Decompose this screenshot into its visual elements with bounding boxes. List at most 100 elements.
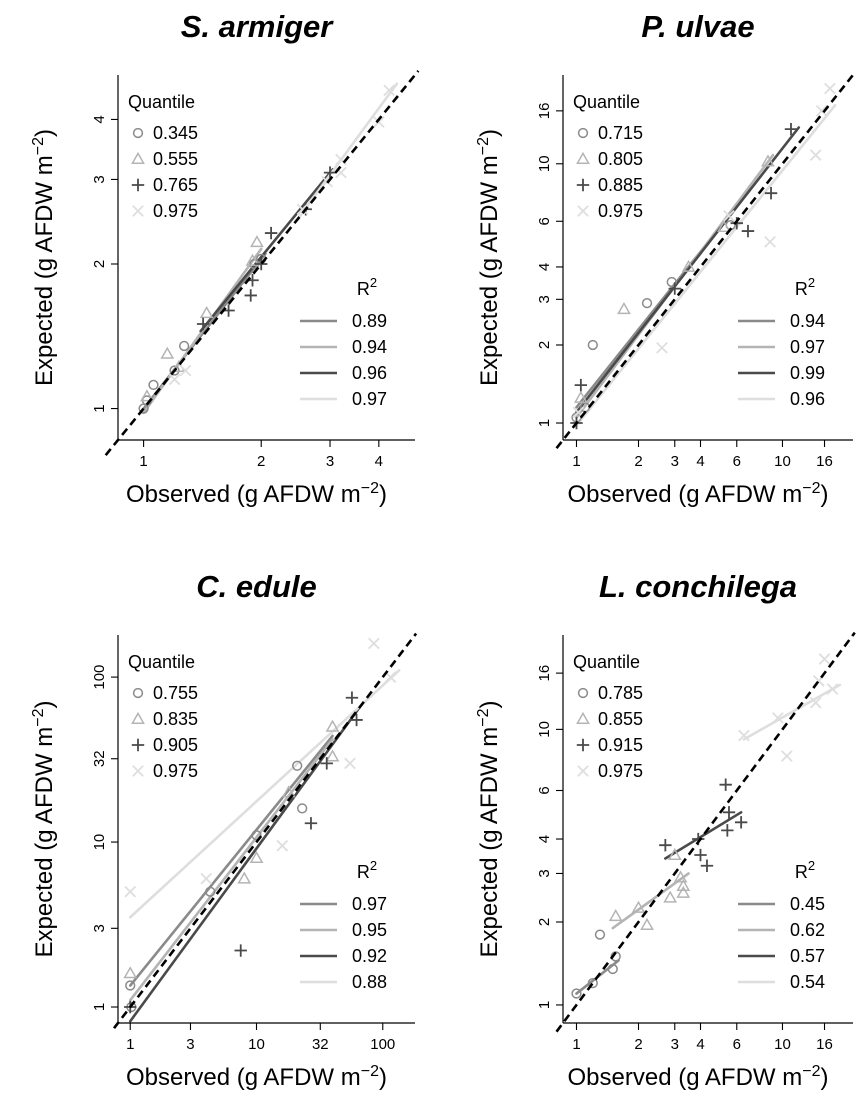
panel-p-ulvae-title: P. ulvae (641, 9, 754, 44)
panel-p-ulvae-point-q3 (764, 186, 778, 200)
panel-p-ulvae-r2-legend-title: R2 (795, 275, 815, 299)
panel-s-armiger-quantile-4: 0.975 (153, 201, 198, 221)
panel-p-ulvae-x-tick-label: 16 (816, 453, 833, 470)
panel-l-conchilega-quantile-legend: Quantile 0.785 0.855 0.915 0.975 (573, 652, 643, 781)
panel-c-edule-r2-value-2: 0.95 (352, 920, 387, 940)
panel-c-edule-point-q3 (234, 944, 247, 957)
panel-s-armiger-point-q3 (244, 289, 257, 302)
panel-c-edule-identity-line (112, 632, 418, 1029)
panel-p-ulvae-quantile-4: 0.975 (598, 201, 643, 221)
panel-l-conchilega-point-q4 (818, 653, 831, 665)
panel-c-edule-title: C. edule (196, 569, 317, 604)
panel-p-ulvae-point-q1 (587, 339, 598, 351)
panel-c-edule-quantile-4: 0.975 (153, 761, 198, 781)
panel-s-armiger-y-tick-label: 2 (91, 260, 108, 268)
panel-p-ulvae-x-tick-label: 4 (696, 453, 704, 470)
panel-l-conchilega-quantile-legend-title: Quantile (573, 652, 640, 672)
panel-c-edule-point-q1 (205, 886, 216, 897)
panel-s-armiger-legend-marker-q4 (132, 205, 144, 217)
panel-p-ulvae-r2-value-2: 0.97 (790, 337, 825, 357)
panel-s-armiger-point-q4 (296, 203, 309, 216)
panel-l-conchilega-point-q4 (772, 712, 784, 724)
panel-l-conchilega-r2-legend: R2 0.45 0.62 0.57 0.54 (738, 858, 825, 992)
panel-l-conchilega-title: L. conchilega (599, 569, 797, 604)
panel-s-armiger-point-q1 (169, 365, 180, 376)
panel-s-armiger-point-q4 (179, 364, 192, 377)
panel-p-ulvae-point-q1 (641, 297, 653, 309)
panel-c-edule-point-q3 (345, 691, 359, 704)
panel-l-conchilega-point-q1 (587, 977, 598, 989)
panel-p-ulvae-quantile-legend-title: Quantile (573, 92, 640, 112)
panel-p-ulvae-quantile-legend: Quantile 0.715 0.805 0.885 0.975 (573, 92, 643, 221)
panel-p-ulvae-x-tick-label: 6 (733, 453, 741, 470)
panel-p-ulvae-point-q4 (656, 341, 668, 354)
panel-s-armiger-point-q2 (250, 235, 264, 248)
panel-l-conchilega-point-q2 (673, 870, 688, 883)
panel-p-ulvae-point-q3 (668, 282, 681, 295)
panel-s-armiger-x-tick-label: 3 (326, 453, 334, 470)
panel-l-conchilega-fit-line-q2 (611, 872, 690, 930)
panel-l-conchilega-quantile-1: 0.785 (598, 683, 643, 703)
panel-c-edule-y-tick-label: 3 (91, 924, 108, 932)
panel-c-edule-x-tick-label: 100 (370, 1036, 395, 1053)
panel-s-armiger-y-tick-label: 4 (91, 115, 108, 123)
panel-c-edule-fit-line-q4 (128, 668, 401, 919)
panel-p-ulvae-fit-line-q3 (575, 126, 801, 414)
panel-l-conchilega-y-tick-label: 4 (536, 835, 553, 843)
panel-s-armiger-point-q1 (179, 340, 190, 352)
panel-s-armiger-r2-legend-title: R2 (357, 275, 377, 299)
panel-l-conchilega-point-q2 (676, 878, 691, 892)
panel-c-edule-y-tick-label: 1 (91, 1003, 108, 1011)
panel-l-conchilega-point-q3 (700, 859, 714, 872)
panel-p-ulvae-y-tick-label: 10 (536, 155, 553, 172)
panel-s-armiger-point-q2 (199, 306, 214, 319)
panel-l-conchilega-y-tick-label: 10 (536, 721, 553, 738)
panel-c-edule-x-tick-label: 32 (312, 1036, 329, 1053)
panel-s-armiger-point-q3 (196, 317, 210, 331)
panel-c-edule-point-q3 (320, 757, 333, 770)
panel-s-armiger-x-tick-label: 1 (139, 453, 147, 470)
panel-c-edule-y-tick-label: 100 (91, 665, 108, 690)
panel-c-edule-y-axis-label: Expected (g AFDW m−2) (30, 701, 58, 958)
panel-c-edule-point-q1 (292, 760, 303, 771)
panel-c-edule-quantile-2: 0.835 (153, 709, 198, 729)
panel-s-armiger-legend-marker-q1 (132, 127, 144, 139)
panel-l-conchilega-r2-value-4: 0.54 (790, 972, 825, 992)
panel-s-armiger-r2-value-4: 0.97 (352, 389, 387, 409)
panel-l-conchilega-point-q2 (667, 847, 682, 860)
panel-l-conchilega-point-q1 (607, 963, 618, 975)
panel-p-ulvae-r2-value-3: 0.99 (790, 363, 825, 383)
panel-c-edule-point-q3 (304, 817, 318, 830)
panel-c-edule-point-q2 (249, 850, 264, 863)
panel-l-conchilega-x-tick-label: 1 (572, 1036, 580, 1053)
panel-l-conchilega-legend-marker-q1 (577, 687, 589, 699)
panel-c-edule-fit-line-q3 (128, 706, 361, 1023)
panel-c-edule-legend-marker-q3 (131, 738, 145, 752)
panel-c-edule-x-tick-label: 10 (248, 1036, 265, 1053)
panel-p-ulvae-point-q3 (784, 122, 798, 136)
panel-p-ulvae-y-tick-label: 1 (536, 419, 553, 427)
panel-c-edule-plot-area (123, 637, 401, 1023)
panel-s-armiger-quantile-2: 0.555 (153, 149, 198, 169)
panel-c-edule-point-q2 (281, 785, 296, 798)
panel-l-conchilega-y-tick-label: 6 (536, 786, 553, 794)
panel-c-edule-r2-legend: R2 0.97 0.95 0.92 0.88 (300, 858, 387, 992)
panel-l-conchilega-point-q2 (631, 900, 646, 913)
panel-l-conchilega-x-tick-label: 16 (816, 1036, 833, 1053)
panel-l-conchilega-x-axis-label: Observed (g AFDW m−2) (568, 1063, 829, 1091)
panel-c-edule-x-axis-label: Observed (g AFDW m−2) (126, 1063, 387, 1091)
panel-s-armiger: S. armiger 1 2 3 4 1 2 3 4 Observed (g AFDW m−2) E… (30, 9, 420, 508)
panel-p-ulvae-x-tick-label: 3 (671, 453, 679, 470)
panel-s-armiger-fit-line-q4 (294, 82, 399, 223)
panel-l-conchilega-quantile-3: 0.915 (598, 735, 643, 755)
panel-s-armiger-r2-legend: R2 0.89 0.94 0.96 0.97 (300, 275, 387, 409)
panel-s-armiger-y-tick-label: 3 (91, 175, 108, 183)
panel-s-armiger-quantile-3: 0.765 (153, 175, 198, 195)
panel-p-ulvae-legend-marker-q3 (576, 178, 590, 192)
panel-s-armiger-point-q2 (140, 389, 154, 402)
panel-l-conchilega-legend-marker-q4 (577, 765, 589, 777)
panel-c-edule-point-q1 (297, 803, 308, 814)
panel-s-armiger-y-axis-label: Expected (g AFDW m−2) (30, 129, 58, 386)
panel-l-conchilega-fit-line-q4 (742, 683, 842, 741)
panel-l-conchilega-quantile-4: 0.975 (598, 761, 643, 781)
